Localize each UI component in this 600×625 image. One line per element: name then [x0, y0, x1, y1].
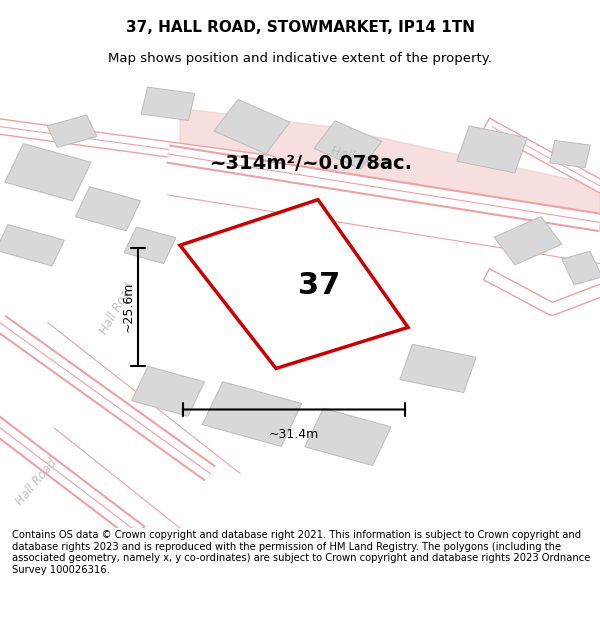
Polygon shape: [202, 382, 302, 446]
Text: ~31.4m: ~31.4m: [269, 428, 319, 441]
Text: 37, HALL ROAD, STOWMARKET, IP14 1TN: 37, HALL ROAD, STOWMARKET, IP14 1TN: [125, 20, 475, 35]
Polygon shape: [180, 108, 600, 231]
Polygon shape: [0, 224, 64, 266]
Polygon shape: [5, 144, 91, 201]
Text: ~314m²/~0.078ac.: ~314m²/~0.078ac.: [210, 154, 413, 173]
Text: Contains OS data © Crown copyright and database right 2021. This information is : Contains OS data © Crown copyright and d…: [12, 530, 590, 575]
Text: ~25.6m: ~25.6m: [122, 282, 135, 332]
Polygon shape: [562, 251, 600, 285]
Polygon shape: [124, 227, 176, 264]
Polygon shape: [314, 121, 382, 169]
Polygon shape: [214, 99, 290, 154]
Polygon shape: [400, 344, 476, 392]
Polygon shape: [180, 199, 408, 368]
Polygon shape: [47, 115, 97, 148]
Polygon shape: [457, 126, 527, 173]
Text: Hall Road: Hall Road: [13, 457, 59, 508]
Text: Map shows position and indicative extent of the property.: Map shows position and indicative extent…: [108, 52, 492, 65]
Text: Hall Road: Hall Road: [329, 144, 391, 172]
Polygon shape: [131, 366, 205, 416]
Polygon shape: [550, 141, 590, 168]
Text: 37: 37: [298, 271, 341, 299]
Polygon shape: [141, 87, 195, 121]
Polygon shape: [305, 408, 391, 466]
Polygon shape: [494, 217, 562, 265]
Text: Hall Road: Hall Road: [97, 281, 137, 337]
Polygon shape: [76, 187, 140, 231]
